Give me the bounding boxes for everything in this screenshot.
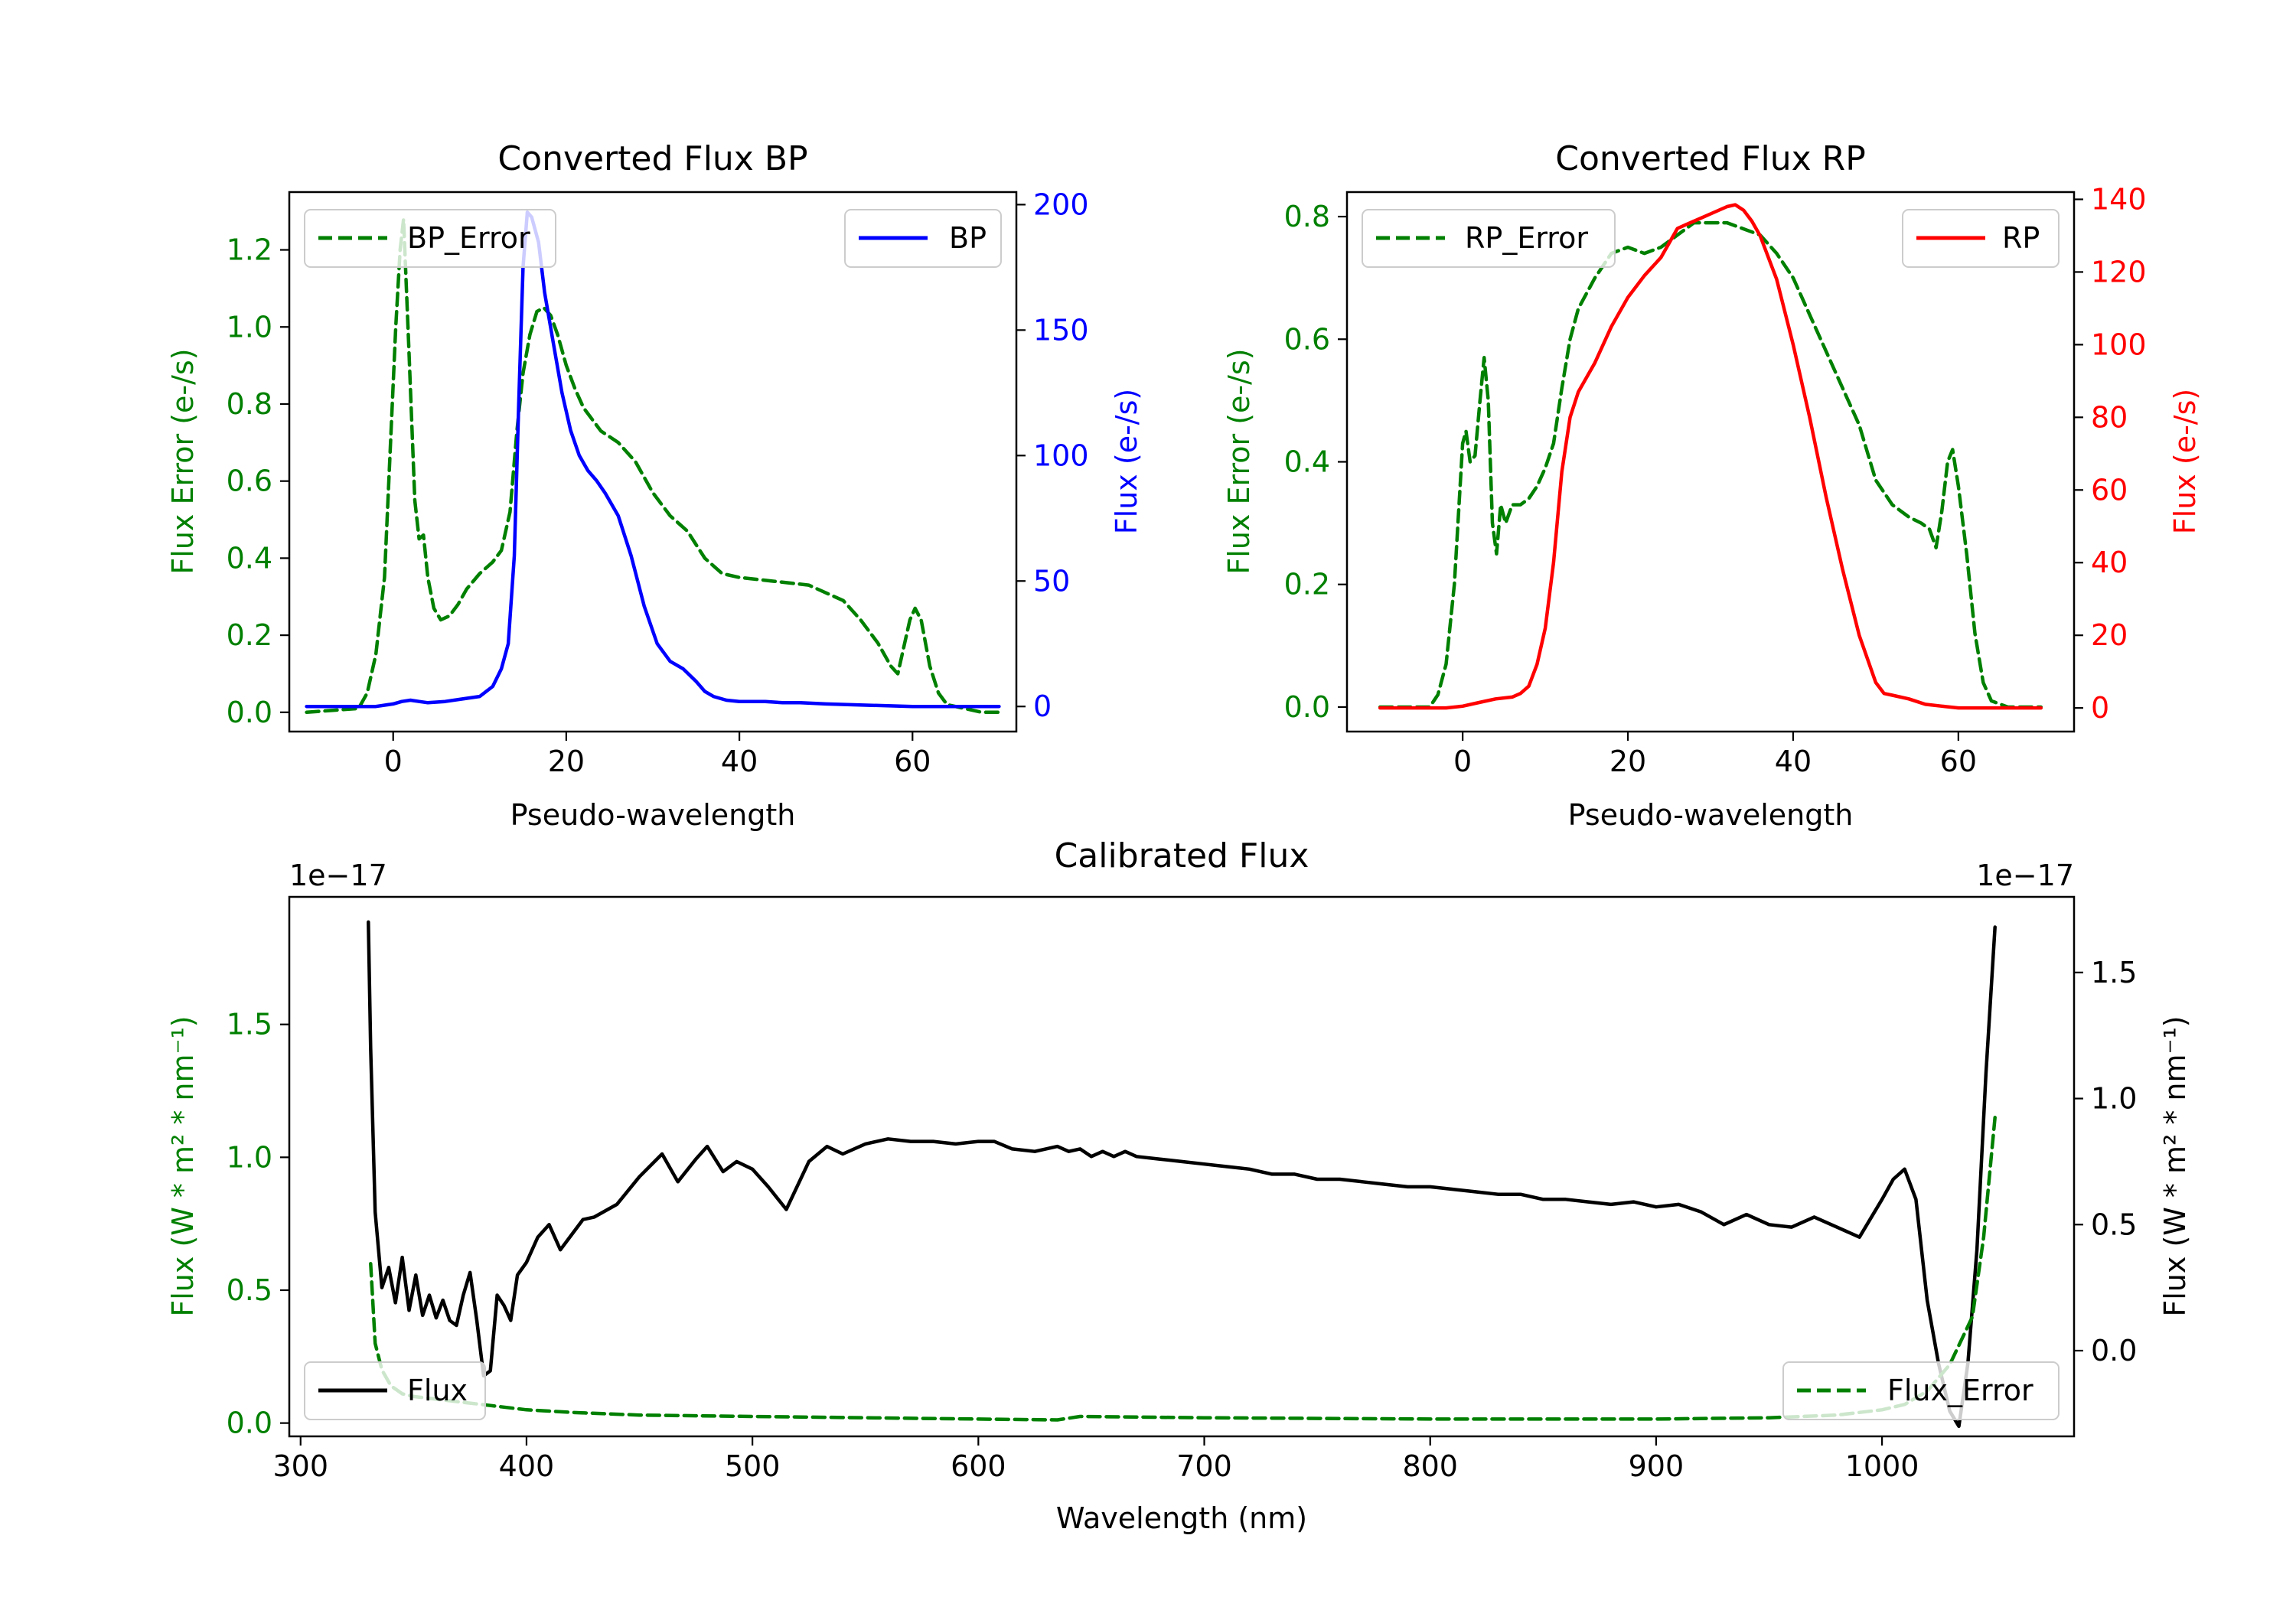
rp-title: Converted Flux RP — [1555, 139, 1866, 178]
calibrated-ylabel-right: Flux (W * m² * nm⁻¹) — [2158, 1015, 2192, 1316]
bp-xtick-label: 20 — [548, 745, 585, 778]
rp-marks: 0 20 40 60 0.0 0.2 0.4 0.6 0.8 0 20 40 60 80 100 120 140 — [1284, 182, 2147, 778]
bp-ytick-right-label: 150 — [1033, 313, 1089, 347]
bp-chart: Converted Flux BP 0 20 40 60 0.0 0.2 0.4 0.6 0.8… — [166, 139, 1143, 832]
rp-ylabel-right: Flux (e-/s) — [2168, 389, 2202, 534]
calibrated-title: Calibrated Flux — [1055, 836, 1309, 875]
rp-legend-left-label: RP_Error — [1465, 221, 1588, 255]
bp-ytick-right-label: 50 — [1033, 564, 1070, 598]
calibrated-xtick-label: 500 — [725, 1449, 781, 1483]
bp-ytick-right-label: 0 — [1033, 689, 1052, 723]
calibrated-xtick-label: 600 — [951, 1449, 1006, 1483]
calibrated-ytick-right-label: 0.0 — [2091, 1334, 2137, 1367]
calibrated-legend-left: Flux — [304, 1361, 486, 1420]
calibrated-legend-left-label: Flux — [407, 1374, 468, 1407]
rp-ytick-right-label: 100 — [2091, 328, 2147, 361]
rp-xlabel: Pseudo-wavelength — [1568, 798, 1854, 832]
rp-ytick-left-label: 0.6 — [1284, 322, 1330, 356]
rp-series-rp — [1378, 203, 2043, 710]
calibrated-xtick-label: 800 — [1402, 1449, 1458, 1483]
rp-ytick-right-label: 20 — [2091, 618, 2128, 652]
rp-ylabel-left: Flux Error (e-/s) — [1222, 348, 1256, 574]
bp-ytick-right-label: 200 — [1033, 187, 1089, 221]
rp-xtick-label: 20 — [1609, 745, 1646, 778]
calibrated-legend-right-label: Flux_Error — [1887, 1374, 2033, 1407]
rp-ytick-left-label: 0.8 — [1284, 200, 1330, 233]
rp-ytick-left-label: 0.2 — [1284, 568, 1330, 601]
bp-plot-area — [288, 191, 1018, 733]
calibrated-ytick-left-label: 1.0 — [227, 1140, 272, 1174]
rp-legend-right-label: RP — [2002, 221, 2040, 255]
bp-title: Converted Flux BP — [497, 139, 807, 178]
calibrated-offset-right: 1e−17 — [1976, 859, 2074, 892]
calibrated-xtick-label: 900 — [1629, 1449, 1684, 1483]
bp-ylabel-right: Flux (e-/s) — [1110, 389, 1143, 534]
bp-legend-left: BP_Error — [304, 209, 556, 268]
bp-ytick-left-label: 0.6 — [227, 464, 272, 498]
calibrated-xlabel: Wavelength (nm) — [1056, 1501, 1307, 1535]
rp-ytick-right-label: 120 — [2091, 255, 2147, 288]
bp-series-bp-error — [305, 217, 1001, 715]
calibrated-ytick-left-label: 1.5 — [227, 1008, 272, 1041]
rp-ytick-right-label: 140 — [2091, 182, 2147, 216]
calibrated-marks: 300 400 500 600 700 800 900 1000 0.0 0.5 1.0 1.5 0.0… — [227, 920, 2137, 1483]
bp-ytick-left-label: 1.0 — [227, 310, 272, 344]
bp-ytick-left-label: 0.2 — [227, 618, 272, 652]
calibrated-ytick-right-label: 1.0 — [2091, 1082, 2137, 1116]
bp-xtick-label: 0 — [384, 745, 403, 778]
calibrated-chart: Calibrated Flux 300 400 500 600 700 800 900 100… — [166, 836, 2192, 1535]
calibrated-ytick-right-label: 1.5 — [2091, 956, 2137, 989]
bp-ytick-left-label: 0.4 — [227, 541, 272, 575]
calibrated-series-flux — [367, 920, 1997, 1429]
calibrated-xtick-label: 400 — [499, 1449, 555, 1483]
rp-chart: Converted Flux RP 0 20 40 60 0.0 0.2 0.4 0.6 0.8… — [1222, 139, 2202, 832]
rp-xtick-label: 0 — [1453, 745, 1472, 778]
bp-marks: 0 20 40 60 0.0 0.2 0.4 0.6 0.8 1.0 1.2 0 50 100 150 200 — [227, 187, 1089, 778]
rp-ytick-left-label: 0.4 — [1284, 445, 1330, 479]
calibrated-xtick-label: 1000 — [1845, 1449, 1919, 1483]
bp-xlabel: Pseudo-wavelength — [510, 798, 796, 832]
calibrated-xtick-label: 700 — [1176, 1449, 1232, 1483]
rp-legend-right: RP — [1902, 209, 2060, 268]
rp-legend-left: RP_Error — [1362, 209, 1616, 268]
bp-ytick-left-label: 1.2 — [227, 233, 272, 267]
bp-xtick-label: 60 — [894, 745, 931, 778]
calibrated-legend-right: Flux_Error — [1782, 1361, 2060, 1420]
bp-xtick-label: 40 — [721, 745, 758, 778]
rp-ytick-right-label: 80 — [2091, 400, 2128, 434]
rp-xtick-label: 40 — [1775, 745, 1812, 778]
bp-ytick-left-label: 0.8 — [227, 387, 272, 421]
rp-ytick-right-label: 60 — [2091, 473, 2128, 507]
bp-ylabel-left: Flux Error (e-/s) — [166, 348, 200, 574]
bp-ytick-right-label: 100 — [1033, 438, 1089, 472]
calibrated-ytick-left-label: 0.0 — [227, 1407, 272, 1440]
calibrated-plot-area — [288, 895, 2076, 1438]
bp-series-bp — [305, 210, 1001, 709]
bp-ytick-left-label: 0.0 — [227, 696, 272, 729]
calibrated-offset-left: 1e−17 — [289, 859, 387, 892]
calibrated-ylabel-left: Flux (W * m² * nm⁻¹) — [166, 1015, 200, 1316]
bp-legend-right-label: BP — [949, 221, 987, 255]
calibrated-xtick-label: 300 — [272, 1449, 328, 1483]
rp-ytick-left-label: 0.0 — [1284, 690, 1330, 724]
rp-xtick-label: 60 — [1940, 745, 1977, 778]
rp-ytick-right-label: 0 — [2091, 691, 2109, 725]
calibrated-ytick-left-label: 0.5 — [227, 1273, 272, 1307]
rp-series-rp-error — [1378, 220, 2043, 709]
bp-legend-right: BP — [844, 209, 1002, 268]
calibrated-ytick-right-label: 0.5 — [2091, 1208, 2137, 1241]
rp-ytick-right-label: 40 — [2091, 546, 2128, 579]
bp-legend-left-label: BP_Error — [407, 221, 530, 255]
